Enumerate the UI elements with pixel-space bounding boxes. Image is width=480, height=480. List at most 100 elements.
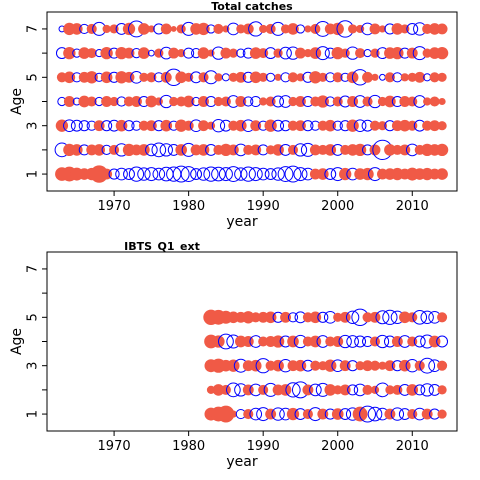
positive-residual-bubble (436, 23, 448, 35)
positive-residual-bubble (86, 23, 97, 34)
negative-residual-bubble (159, 143, 173, 157)
positive-residual-bubble (213, 23, 224, 34)
positive-residual-bubble (259, 97, 268, 106)
positive-residual-bubble (295, 47, 306, 59)
positive-residual-bubble (229, 410, 237, 418)
positive-residual-bubble (391, 336, 403, 347)
positive-residual-bubble (197, 47, 210, 59)
positive-residual-bubble (332, 72, 343, 83)
positive-residual-bubble (217, 405, 235, 423)
negative-residual-bubble (211, 119, 226, 133)
positive-residual-bubble (78, 95, 91, 108)
negative-residual-bubble (172, 165, 190, 183)
positive-residual-bubble (160, 119, 173, 132)
positive-residual-bubble (333, 312, 343, 322)
negative-residual-bubble (315, 46, 330, 61)
positive-residual-bubble (175, 71, 187, 84)
positive-residual-bubble (355, 361, 365, 371)
positive-residual-bubble (249, 47, 262, 59)
positive-residual-bubble (369, 360, 381, 371)
positive-residual-bubble (362, 71, 373, 83)
positive-residual-bubble (213, 96, 224, 107)
positive-residual-bubble (399, 359, 411, 372)
positive-residual-bubble (362, 384, 373, 395)
positive-residual-bubble (369, 336, 381, 347)
chart-panel-1: Total catches 1970 1980 1990 2000 2010 year 1 3 5… (9, 0, 458, 230)
positive-residual-bubble (377, 121, 388, 131)
negative-residual-bubble (375, 334, 390, 349)
negative-residual-bubble (183, 47, 195, 59)
positive-residual-bubble (63, 96, 75, 107)
positive-residual-bubble (85, 71, 98, 84)
positive-residual-bubble (183, 120, 194, 131)
positive-residual-bubble (407, 409, 418, 420)
positive-residual-bubble (138, 144, 150, 156)
negative-residual-bubble (271, 167, 285, 181)
positive-residual-bubble (400, 73, 409, 82)
positive-residual-bubble (287, 144, 299, 155)
positive-residual-bubble (236, 24, 246, 34)
negative-residual-bubble (226, 382, 241, 398)
positive-residual-bubble (437, 72, 447, 82)
negative-residual-bubble (108, 168, 120, 180)
positive-residual-bubble (259, 24, 268, 34)
negative-residual-bubble (317, 311, 329, 323)
negative-residual-bubble (406, 22, 419, 35)
y-axis-label: Age (9, 328, 25, 355)
y-tick-label: 5 (26, 313, 41, 321)
negative-residual-bubble (379, 73, 386, 81)
positive-residual-bubble (154, 97, 163, 106)
positive-residual-bubble (331, 46, 344, 60)
positive-residual-bubble (392, 144, 403, 155)
positive-residual-bubble (371, 73, 379, 81)
negative-residual-bubble (180, 166, 197, 182)
positive-residual-bubble (197, 22, 210, 36)
negative-residual-bubble (225, 166, 242, 182)
x-axis-label: year (226, 214, 257, 230)
x-tick-label: 2010 (396, 199, 429, 214)
negative-residual-bubble (70, 119, 83, 132)
positive-residual-bubble (429, 96, 440, 107)
negative-residual-bubble (436, 335, 449, 348)
positive-residual-bubble (399, 96, 411, 107)
positive-residual-bubble (227, 144, 239, 156)
positive-residual-bubble (391, 23, 404, 35)
negative-residual-bubble (353, 119, 367, 133)
positive-residual-bubble (362, 360, 373, 372)
negative-residual-bubble (151, 142, 167, 158)
positive-residual-bubble (316, 95, 329, 108)
positive-residual-bubble (369, 311, 381, 323)
positive-residual-bubble (214, 73, 223, 82)
positive-residual-bubble (243, 409, 254, 420)
positive-residual-bubble (309, 144, 321, 156)
positive-residual-bubble (348, 24, 358, 34)
positive-residual-bubble (258, 72, 268, 82)
positive-residual-bubble (324, 384, 337, 396)
positive-residual-bubble (274, 73, 282, 81)
negative-residual-bubble (338, 334, 352, 349)
negative-residual-bubble (137, 167, 151, 181)
y-tick-label: 1 (26, 170, 41, 178)
negative-residual-bubble (221, 73, 230, 82)
negative-residual-bubble (277, 166, 294, 182)
negative-residual-bubble (123, 120, 135, 132)
negative-residual-bubble (293, 143, 308, 157)
positive-residual-bubble (220, 47, 232, 59)
positive-residual-bubble (242, 311, 255, 324)
positive-residual-bubble (86, 96, 97, 107)
negative-residual-bubble (236, 48, 246, 58)
positive-residual-bubble (170, 26, 177, 32)
positive-residual-bubble (176, 24, 186, 34)
positive-residual-bubble (422, 120, 433, 131)
positive-residual-bubble (123, 71, 135, 83)
positive-residual-bubble (302, 409, 313, 420)
positive-residual-bubble (423, 97, 432, 106)
negative-residual-bubble (367, 406, 383, 422)
positive-residual-bubble (123, 47, 135, 59)
positive-residual-bubble (265, 408, 277, 420)
negative-residual-bubble (293, 167, 308, 182)
x-tick-label: 2000 (321, 439, 354, 454)
negative-residual-bubble (302, 120, 314, 132)
positive-residual-bubble (406, 47, 418, 59)
